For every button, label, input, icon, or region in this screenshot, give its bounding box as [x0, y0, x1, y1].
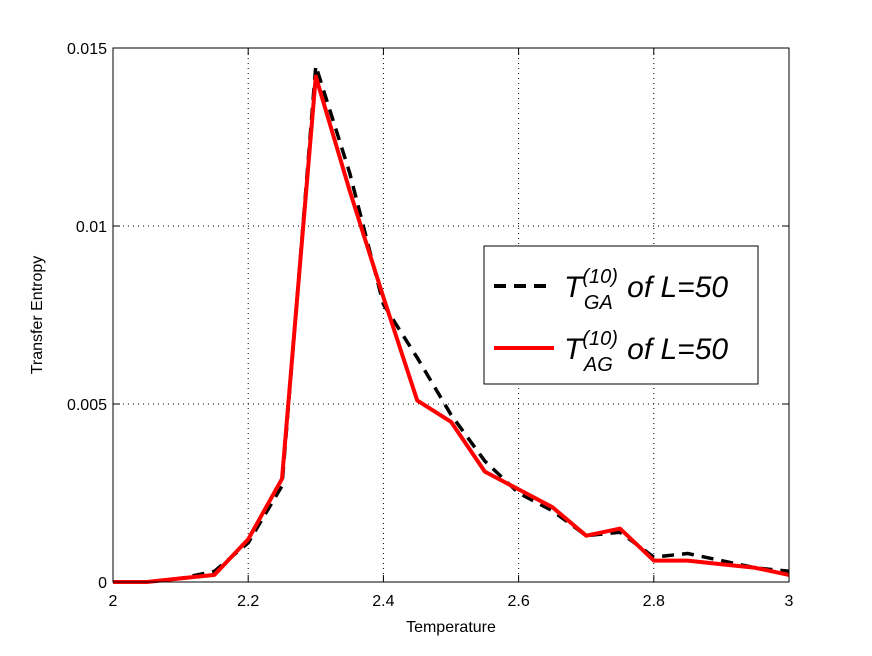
y-tick-label: 0.015: [67, 41, 107, 58]
x-tick-label: 3: [785, 593, 794, 610]
y-axis-label: Transfer Entropy: [29, 256, 46, 375]
legend-label-1: T(10) GA of L=50: [564, 266, 728, 314]
series-line-2: [113, 74, 790, 584]
legend-suffix: of L=50: [619, 333, 729, 366]
legend-subscript: AG: [583, 354, 613, 376]
x-tick-label: 2.2: [237, 593, 259, 610]
legend-suffix: of L=50: [619, 271, 729, 304]
legend-label-2: T(10) AG of L=50: [564, 328, 728, 376]
y-tick-label: 0: [98, 575, 107, 592]
y-tick-label: 0.005: [67, 397, 107, 414]
x-tick-label: 2.6: [507, 593, 529, 610]
legend: T(10) GA of L=50T(10) AG of L=50: [483, 245, 759, 385]
x-tick-label: 2: [109, 593, 118, 610]
grid-lines: [113, 48, 789, 582]
plot-frame: [112, 47, 790, 583]
series-lines: [113, 64, 790, 584]
legend-base: T: [564, 271, 585, 304]
x-axis-label: Temperature: [406, 619, 496, 636]
x-tick-label: 2.8: [643, 593, 665, 610]
series-line-1: [113, 64, 790, 584]
legend-base: T: [564, 333, 585, 366]
axis-ticks: 2 2.2 2.4 2.6 2.8 3 0 0.005 0.01 0.015: [67, 41, 794, 610]
x-tick-label: 2.4: [372, 593, 394, 610]
legend-box: [483, 245, 759, 385]
legend-subscript: GA: [584, 292, 613, 314]
legend-superscript: (10): [582, 328, 618, 350]
legend-superscript: (10): [582, 266, 618, 288]
y-tick-label: 0.01: [76, 219, 107, 236]
